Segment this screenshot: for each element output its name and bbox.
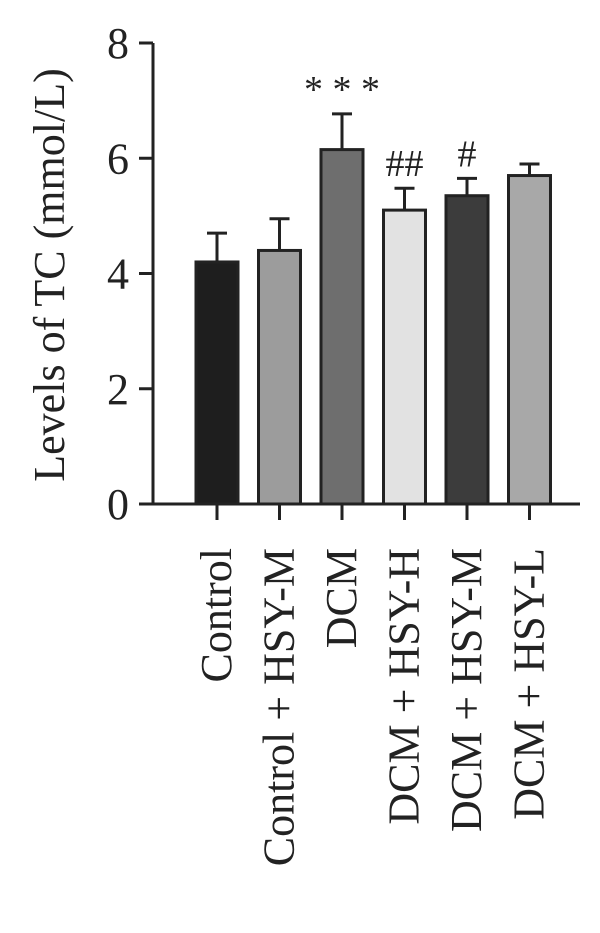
bar (507, 174, 552, 506)
y-tick-label: 4 (107, 250, 129, 299)
x-tick-label: Control (192, 548, 241, 682)
y-tick-label: 8 (107, 19, 129, 68)
x-tick-label: DCM + HSY-H (380, 548, 429, 825)
x-axis: Control Control + HSY-M DCM DCM + HSY-H DCM … (153, 502, 580, 866)
y-tick-label: 6 (107, 134, 129, 183)
bar (444, 194, 490, 506)
y-tick-label: 2 (107, 365, 129, 414)
x-tick-label: DCM (317, 548, 366, 648)
bar (382, 208, 427, 506)
bars-group: * * *## # (194, 69, 552, 506)
y-tick-label: 0 (107, 480, 129, 529)
y-axis-title: Levels of TC (mmol/L) (25, 68, 74, 481)
bar (319, 148, 365, 506)
significance-label: ## (386, 143, 424, 185)
x-tick-label: DCM + HSY-L (505, 548, 554, 820)
bar (257, 248, 302, 506)
y-axis: 0 2 4 6 8 (107, 19, 155, 529)
x-tick-label: DCM + HSY-M (442, 548, 491, 832)
x-tick-label: Control + HSY-M (255, 548, 304, 866)
significance-label: * * * (304, 69, 380, 111)
significance-label: # (458, 133, 477, 175)
bar (194, 260, 240, 506)
